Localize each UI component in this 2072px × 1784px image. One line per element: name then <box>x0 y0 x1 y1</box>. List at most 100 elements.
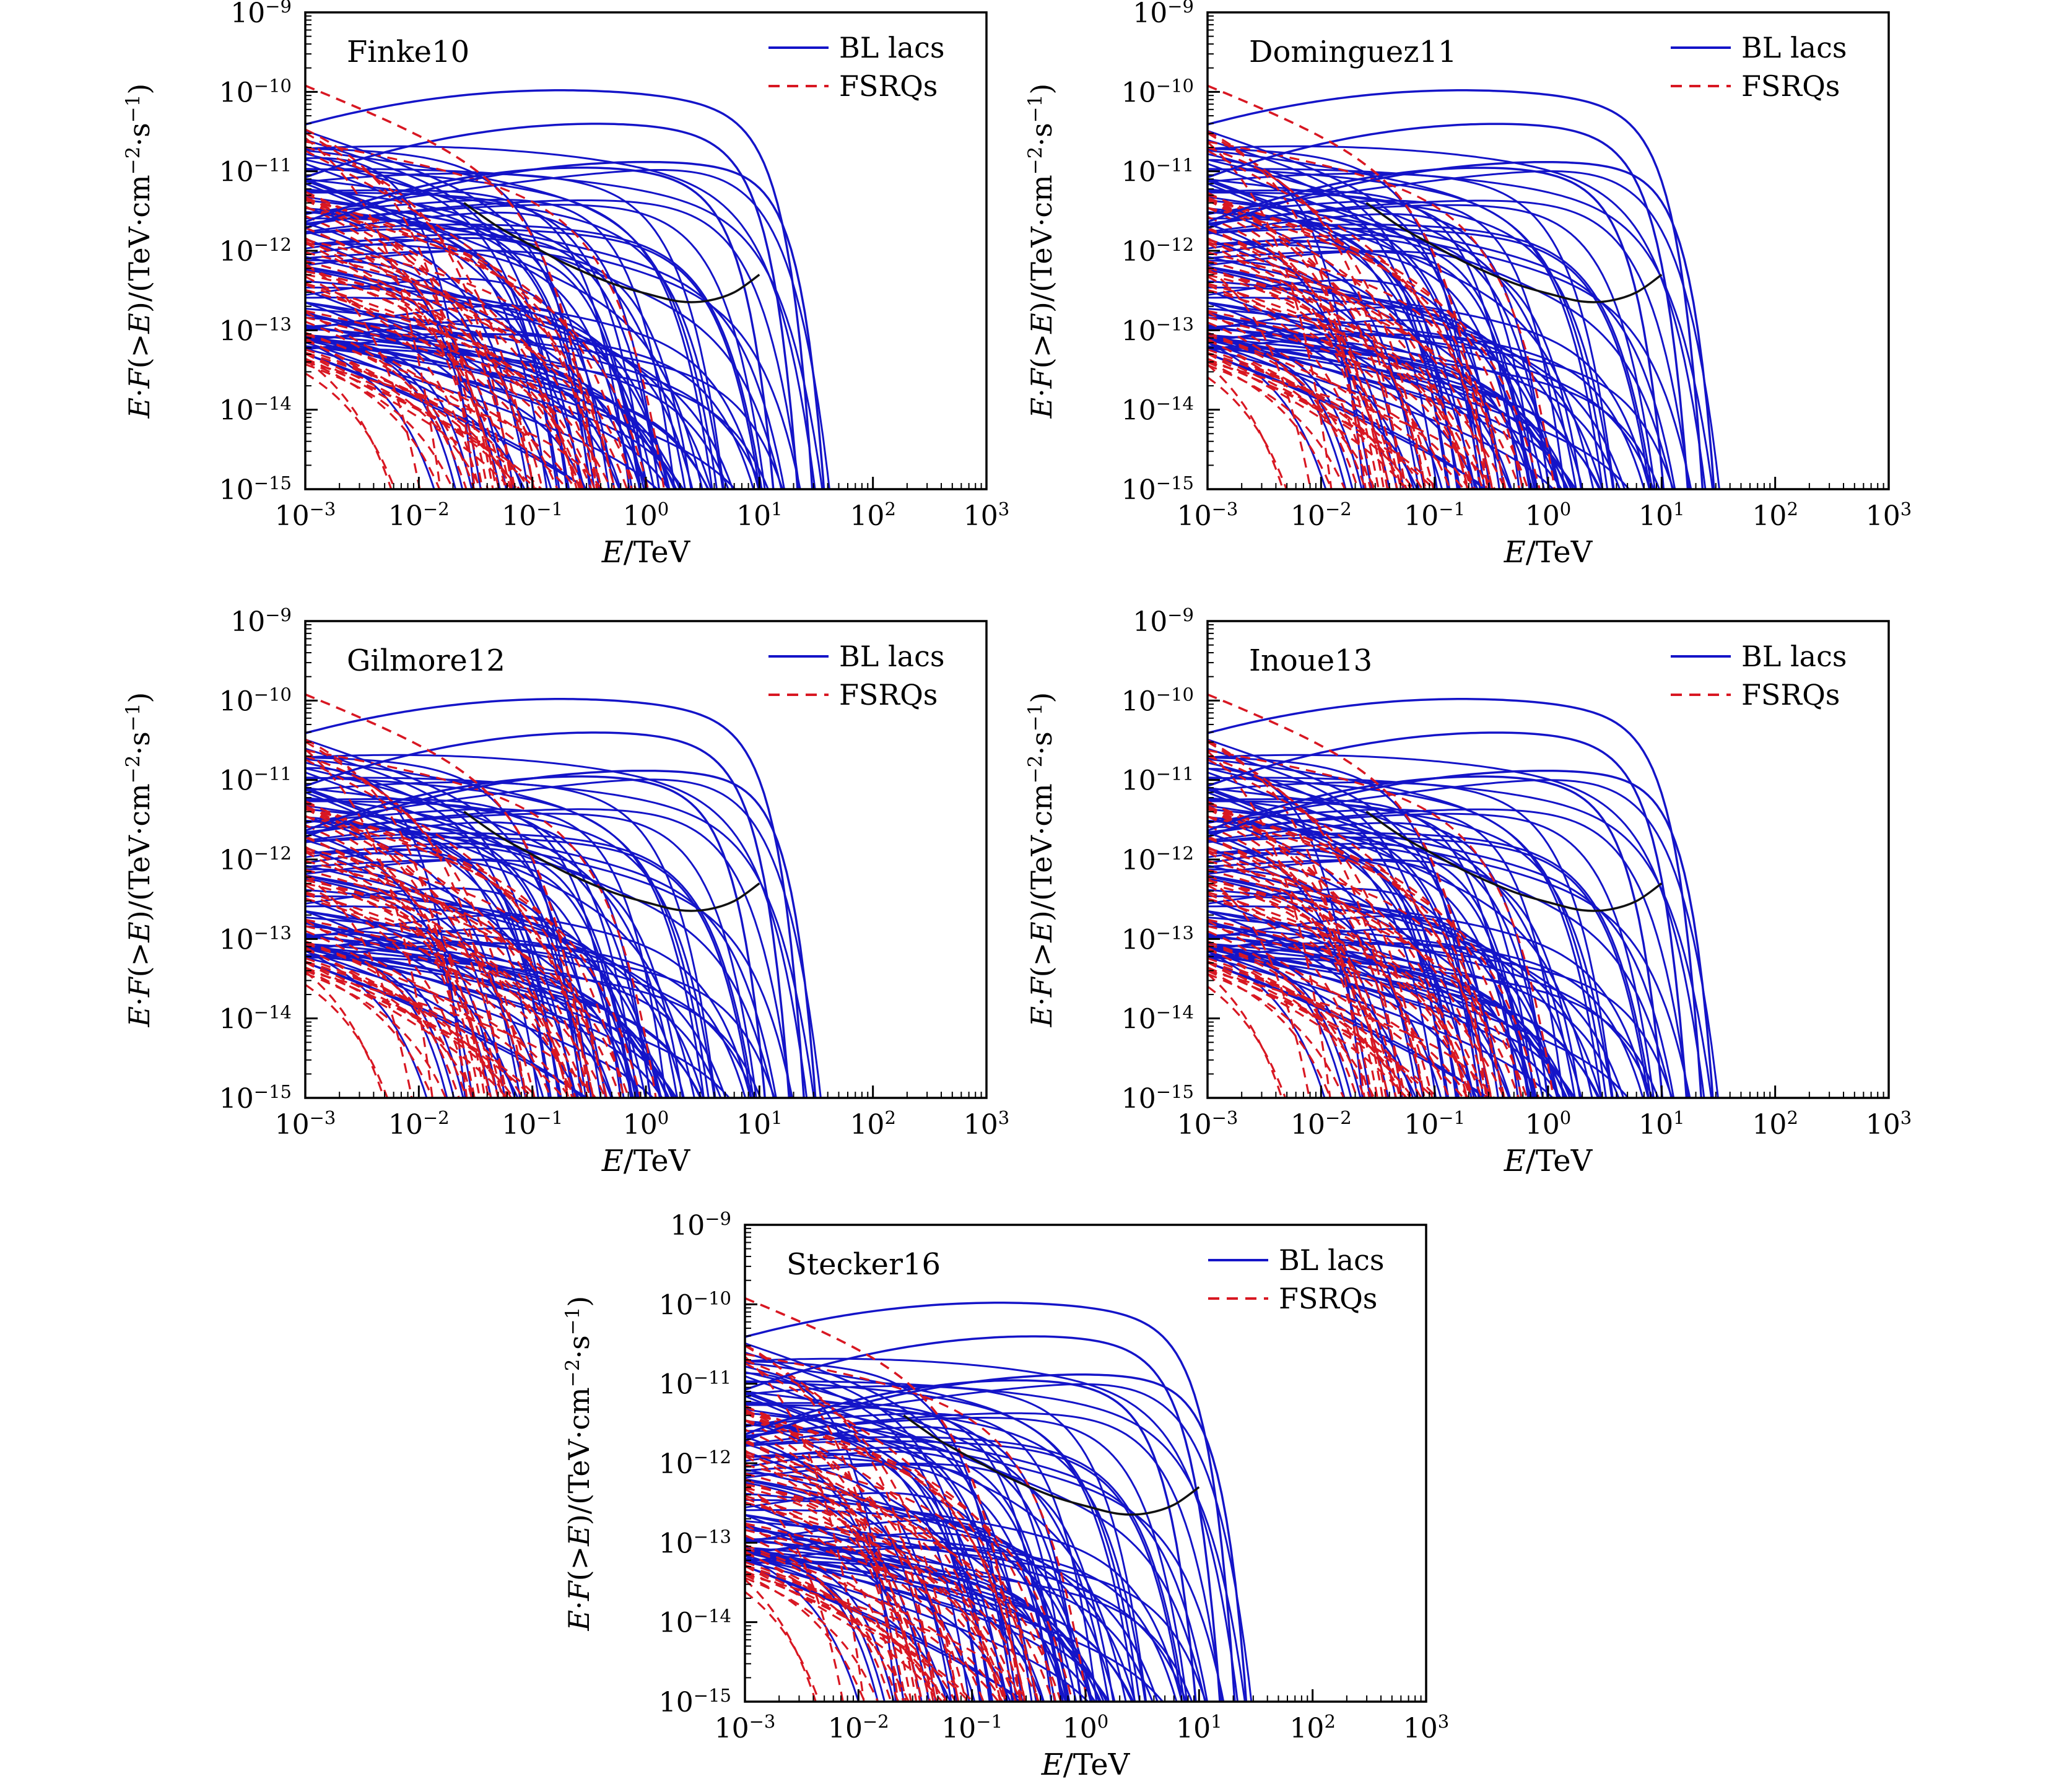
bl-lac-curve <box>1208 230 1476 489</box>
fsrq-curve <box>745 1578 817 1702</box>
fsrq-curve <box>1208 882 1390 1098</box>
bl-lac-curve <box>305 227 761 489</box>
bl-lac-curve <box>1208 224 1653 489</box>
bl-lac-curve <box>1208 754 1705 1098</box>
bl-lac-curve <box>305 962 589 1098</box>
bl-lac-curve <box>1208 832 1652 1098</box>
bl-lac-curve <box>305 341 526 489</box>
fsrq-curve <box>305 193 650 489</box>
fsrq-curve <box>305 835 622 1098</box>
fsrq-curve <box>1208 741 1426 1098</box>
bl-lac-curve <box>1208 946 1538 1098</box>
fsrq-curve <box>1208 284 1372 489</box>
fsrq-curve <box>305 206 616 489</box>
bl-lac-curve <box>1208 153 1449 489</box>
fsrq-curve <box>745 1488 985 1702</box>
y-tick-label: 10−13 <box>1121 313 1194 347</box>
fsrq-curve <box>1208 376 1288 489</box>
bl-lac-bright-curve <box>745 1373 1248 1702</box>
fsrq-curve <box>1208 801 1384 1098</box>
bl-lac-curve <box>1208 148 1481 489</box>
bl-lac-bright-curve <box>1208 775 1664 1098</box>
bl-lac-curve <box>305 777 705 1098</box>
y-tick-label: 10−12 <box>219 843 292 876</box>
bl-lac-curve <box>1208 139 1458 489</box>
fsrq-curve <box>1208 893 1371 1098</box>
bl-lac-curve <box>305 338 709 489</box>
bl-lac-curve <box>745 1362 1141 1702</box>
panel-title: Inoue13 <box>1249 643 1372 678</box>
bl-lac-curve <box>305 910 516 1098</box>
curves-layer <box>305 693 822 1098</box>
bl-lac-curve <box>1208 889 1650 1098</box>
sensitivity-curve <box>1365 811 1663 912</box>
fsrq-curve <box>1208 877 1311 1098</box>
bl-lac-curve <box>1208 306 1539 489</box>
bl-lac-curve <box>305 941 685 1098</box>
fsrq-curve <box>305 851 500 1098</box>
fsrq-curve <box>1208 891 1472 1098</box>
bl-lac-curve <box>305 189 630 489</box>
fsrq-curve <box>1208 970 1332 1098</box>
x-tick-label: 102 <box>1752 1107 1798 1141</box>
legend-label-bl-lacs: BL lacs <box>839 31 944 64</box>
fsrq-curve <box>1208 310 1484 489</box>
bl-lac-curve <box>745 1436 1185 1702</box>
bl-lac-curve <box>305 340 435 489</box>
x-axis-label: E/TeV <box>1504 535 1593 570</box>
bl-lac-curve <box>1208 800 1536 1098</box>
fsrq-curve <box>1208 918 1483 1098</box>
y-tick-label: 10−9 <box>1133 604 1194 638</box>
curves-layer <box>305 84 830 489</box>
fsrq-curve <box>305 749 657 1098</box>
fsrq-curve <box>305 983 389 1098</box>
fsrq-curve <box>1208 260 1530 489</box>
fsrq-curve <box>305 966 515 1098</box>
fsrq-curve <box>1208 364 1346 489</box>
bl-lac-bright-curve <box>305 698 805 1098</box>
fsrq-curve <box>1208 268 1312 489</box>
bl-lac-bright-curve <box>1208 89 1704 489</box>
fsrq-curve <box>305 358 543 489</box>
fsrq-curve <box>745 1451 1039 1702</box>
fsrq-curve <box>1208 960 1435 1098</box>
bl-lac-curve <box>305 224 763 489</box>
fsrq-curve <box>305 260 637 489</box>
bl-lac-curve <box>305 936 722 1098</box>
panel-title: Finke10 <box>347 35 469 69</box>
fsrq-curve <box>745 1497 905 1702</box>
x-tick-label: 10−2 <box>388 1107 450 1141</box>
fsrq-curve <box>745 1550 910 1702</box>
panel-title: Stecker16 <box>786 1247 941 1282</box>
y-tick-label: 10−10 <box>1121 684 1194 717</box>
fsrq-curve <box>745 1564 939 1702</box>
fsrq-curve <box>1208 860 1489 1098</box>
ticks-layer <box>1206 620 1890 1099</box>
bl-lac-curve <box>745 1519 1071 1702</box>
x-axis-label: E/TeV <box>1041 1747 1131 1782</box>
bl-lac-curve <box>305 757 583 1098</box>
bl-lac-curve <box>745 1492 1183 1702</box>
bl-lac-curve <box>1208 145 1707 489</box>
y-tick-label: 10−14 <box>659 1606 731 1639</box>
bl-lac-curve <box>1208 302 1415 489</box>
fsrq-curve <box>305 961 508 1098</box>
bl-lac-curve <box>305 148 591 489</box>
bl-lac-curve <box>305 268 507 489</box>
y-tick-label: 10−9 <box>230 604 292 638</box>
x-tick-label: 101 <box>1639 1107 1684 1141</box>
bl-lac-curve <box>1208 324 1602 489</box>
fsrq-curve <box>1208 348 1424 489</box>
bl-lac-curve <box>305 948 464 1098</box>
fsrq-curve <box>1208 966 1414 1098</box>
fsrq-bright-curve <box>305 84 598 489</box>
legend-label-fsrqs: FSRQs <box>1279 1282 1377 1315</box>
bl-lac-curve <box>305 933 703 1098</box>
fsrq-curve <box>745 1441 907 1702</box>
y-tick-label: 10−11 <box>659 1367 731 1401</box>
bl-lac-curve <box>745 1357 1239 1702</box>
bl-lac-curve <box>1208 758 1608 1098</box>
fsrq-curve <box>745 1438 1054 1702</box>
bl-lac-curve <box>1208 250 1531 489</box>
